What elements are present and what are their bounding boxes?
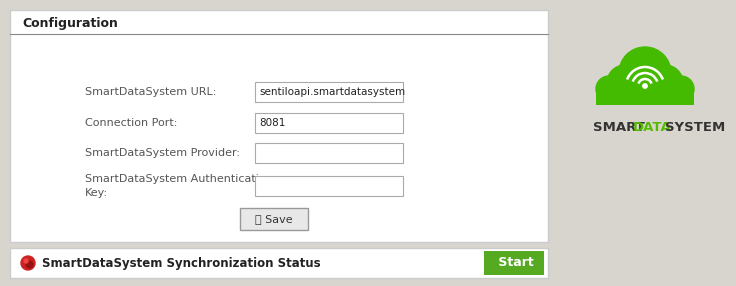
Circle shape [596,76,622,102]
Circle shape [24,259,28,263]
FancyBboxPatch shape [255,143,403,163]
FancyBboxPatch shape [596,85,694,105]
Circle shape [643,84,647,88]
Circle shape [619,47,671,99]
Circle shape [647,65,683,101]
FancyBboxPatch shape [255,82,403,102]
FancyBboxPatch shape [10,248,548,278]
Text: SmartDataSystem URL:: SmartDataSystem URL: [85,87,216,97]
Circle shape [668,76,694,102]
Text: SmartDataSystem Provider:: SmartDataSystem Provider: [85,148,240,158]
Text: SmartDataSystem Authentication: SmartDataSystem Authentication [85,174,273,184]
Text: Configuration: Configuration [22,17,118,31]
Circle shape [607,65,643,101]
FancyBboxPatch shape [484,251,544,275]
Text: SMART: SMART [593,121,645,134]
Text: Connection Port:: Connection Port: [85,118,177,128]
Text: DATA: DATA [633,121,672,134]
FancyBboxPatch shape [255,113,403,133]
Text: SmartDataSystem Synchronization Status: SmartDataSystem Synchronization Status [42,257,321,269]
Circle shape [26,261,33,268]
Text: 💾 Save: 💾 Save [255,214,293,224]
Text: SYSTEM: SYSTEM [665,121,725,134]
FancyBboxPatch shape [10,10,548,242]
Text: Key:: Key: [85,188,108,198]
FancyBboxPatch shape [240,208,308,230]
Circle shape [21,256,35,270]
FancyBboxPatch shape [255,176,403,196]
Text: sentiloapi.smartdatasystem: sentiloapi.smartdatasystem [259,87,405,97]
Text: Start: Start [494,257,534,269]
Text: 8081: 8081 [259,118,286,128]
